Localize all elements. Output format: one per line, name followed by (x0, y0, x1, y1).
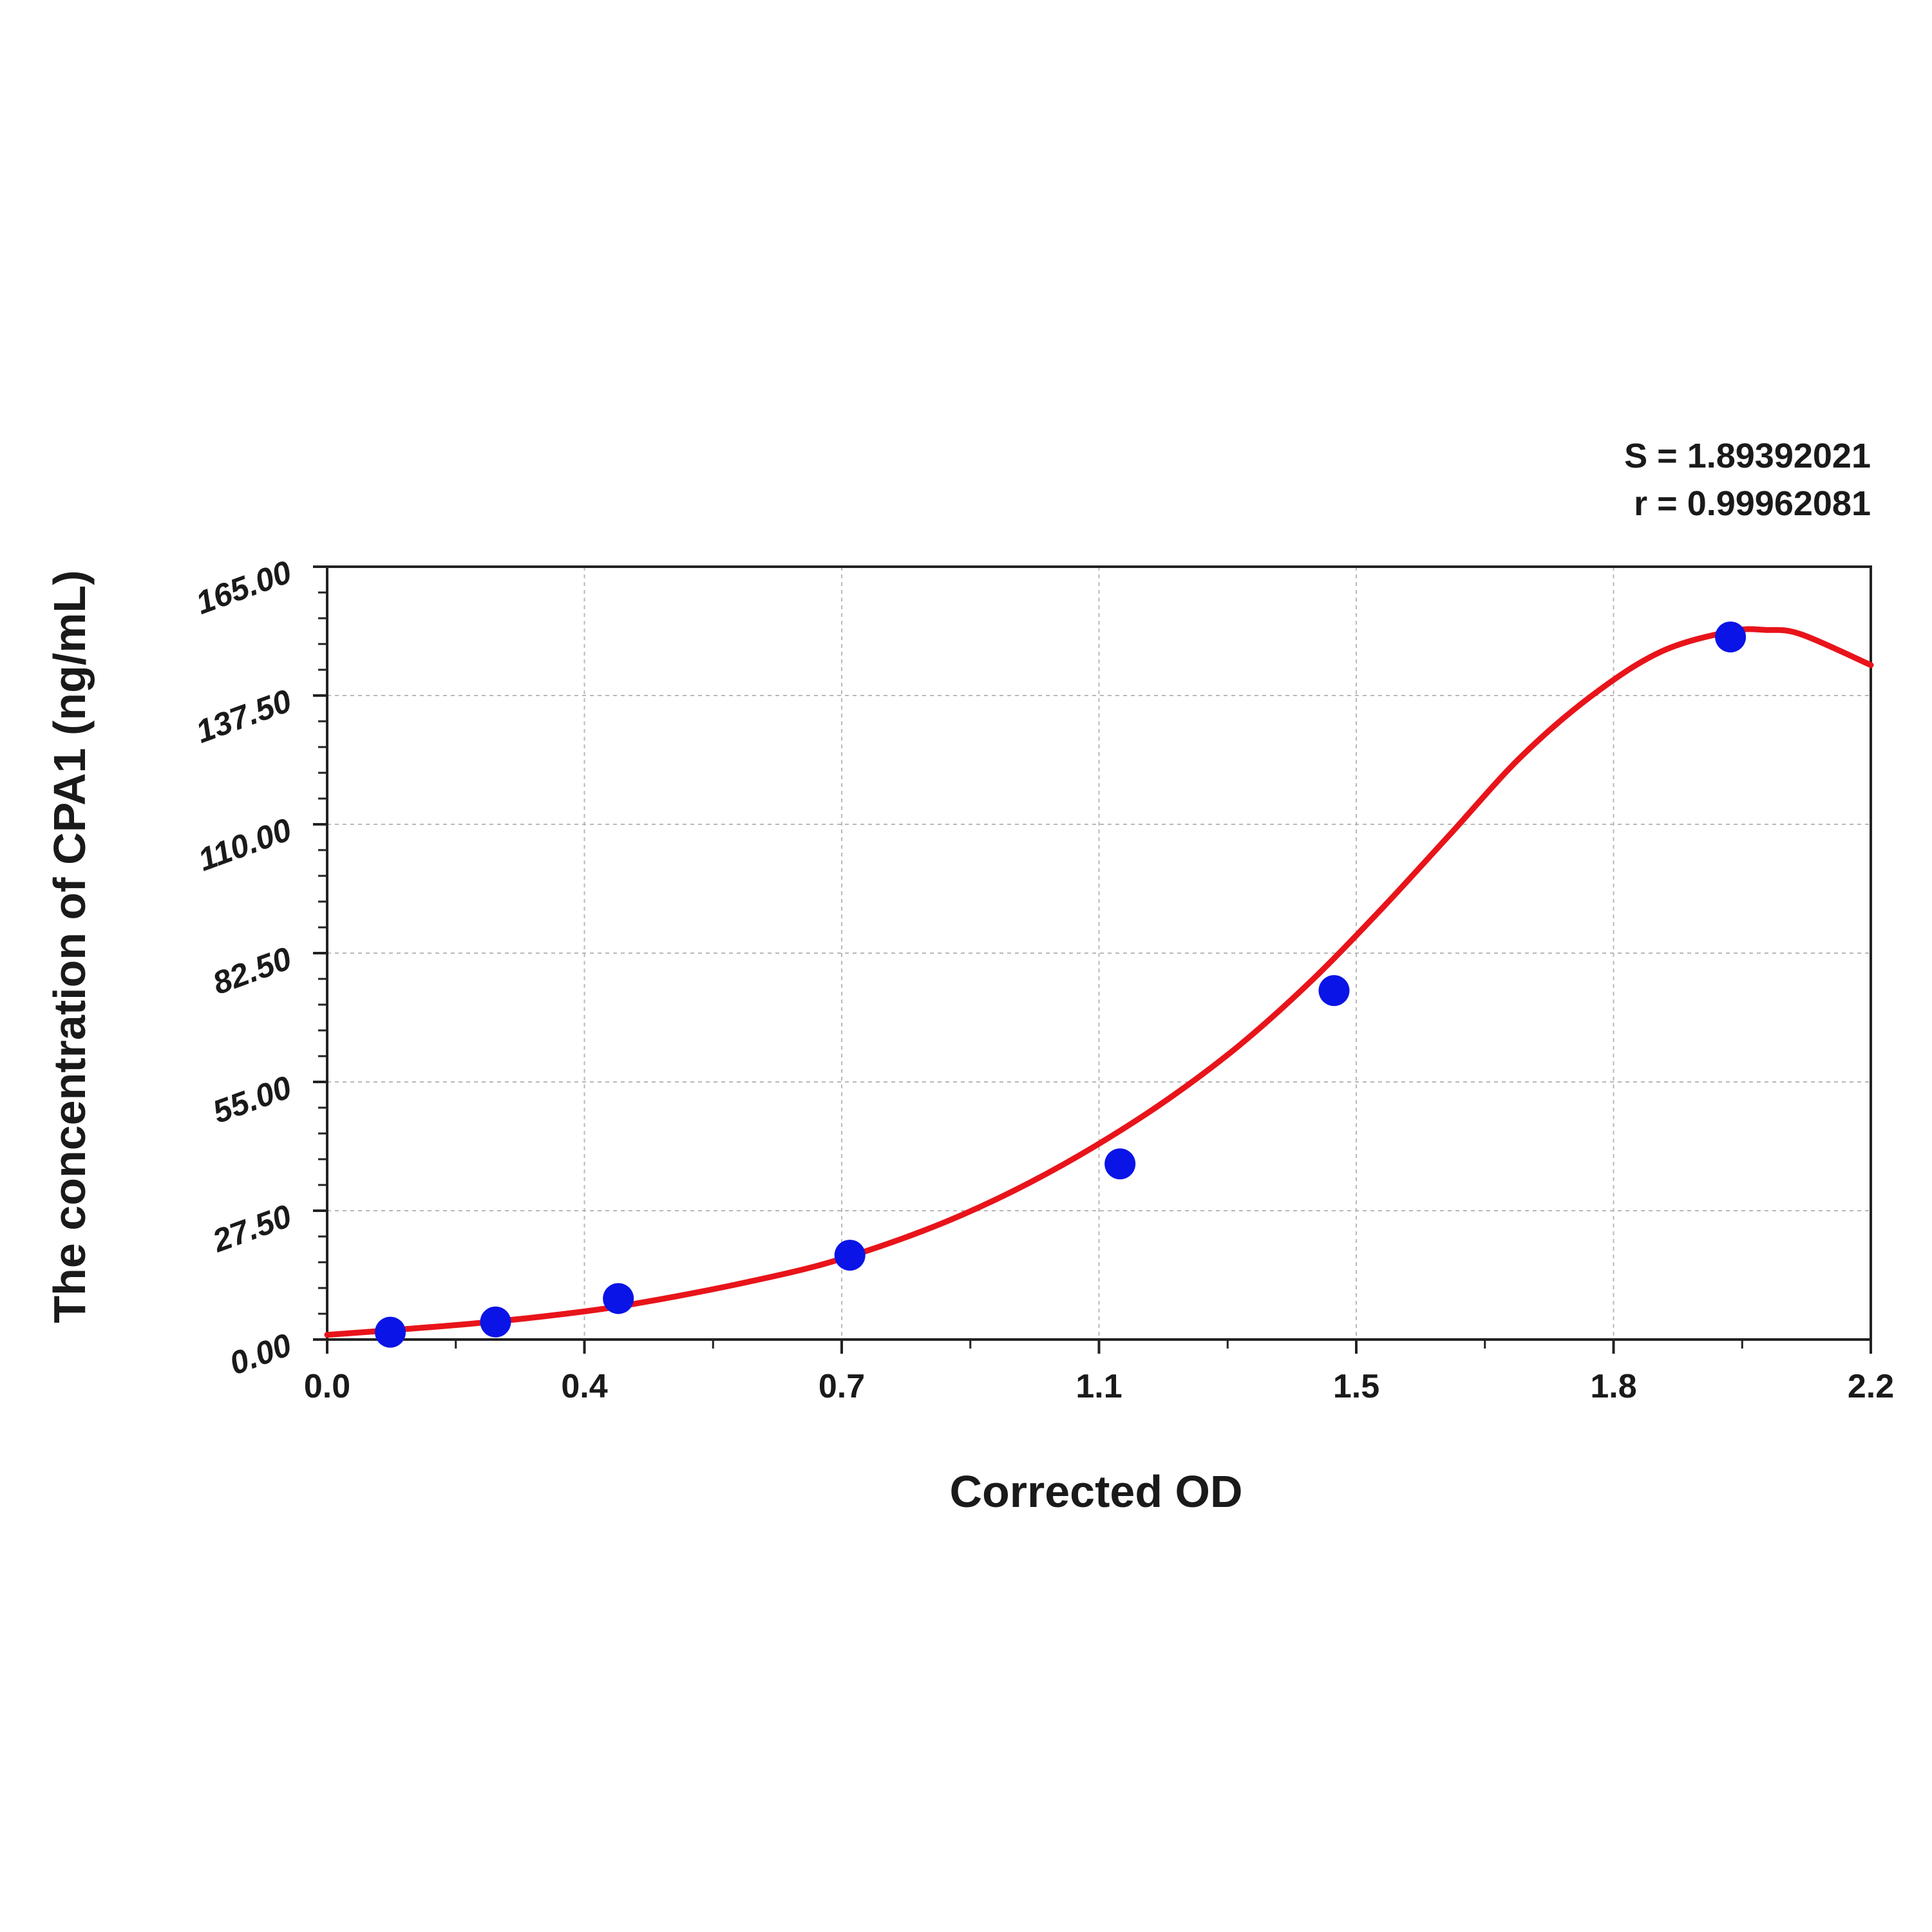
y-tick-labels: 0.00 27.50 55.00 82.50 110.00 137.50 165.00 (191, 554, 296, 1382)
data-point (480, 1306, 511, 1338)
data-point (834, 1240, 866, 1271)
y-tick-label: 55.00 (208, 1069, 296, 1130)
y-tick-label: 165.00 (191, 554, 296, 621)
x-tick-label: 1.5 (1333, 1368, 1379, 1405)
stat-r-value: r = 0.99962081 (1634, 484, 1871, 523)
y-tick-label: 27.50 (207, 1198, 296, 1260)
y-tick-label: 82.50 (208, 940, 296, 1001)
y-tick-label: 0.00 (225, 1327, 296, 1382)
series-layer (324, 621, 1874, 1348)
y-tick-label: 137.50 (191, 683, 296, 750)
x-tick-label: 0.7 (819, 1368, 865, 1405)
x-tick-label: 2.2 (1848, 1368, 1894, 1405)
x-tick-labels: 0.0 0.4 0.7 1.1 1.5 1.8 2.2 (304, 1368, 1894, 1405)
x-tick-label: 1.8 (1590, 1368, 1636, 1405)
x-tick-label: 1.1 (1075, 1368, 1122, 1405)
x-tick-label: 0.4 (561, 1368, 607, 1405)
minor-ticks (313, 565, 1872, 1354)
grid-lines (327, 567, 1871, 1340)
y-axis-title: The concentration of CPA1 (ng/mL) (44, 570, 95, 1323)
data-point (603, 1283, 634, 1314)
fit-curve-line (324, 626, 1874, 1338)
data-point (375, 1316, 406, 1348)
plot-frame (326, 565, 1872, 1341)
y-tick-label: 110.00 (193, 811, 296, 878)
data-point (1104, 1148, 1136, 1180)
stat-s-value: S = 1.89392021 (1624, 437, 1871, 475)
x-tick-label: 0.0 (304, 1368, 350, 1405)
x-axis-title: Corrected OD (949, 1466, 1242, 1517)
data-point (1715, 621, 1747, 653)
data-point (1318, 975, 1350, 1007)
